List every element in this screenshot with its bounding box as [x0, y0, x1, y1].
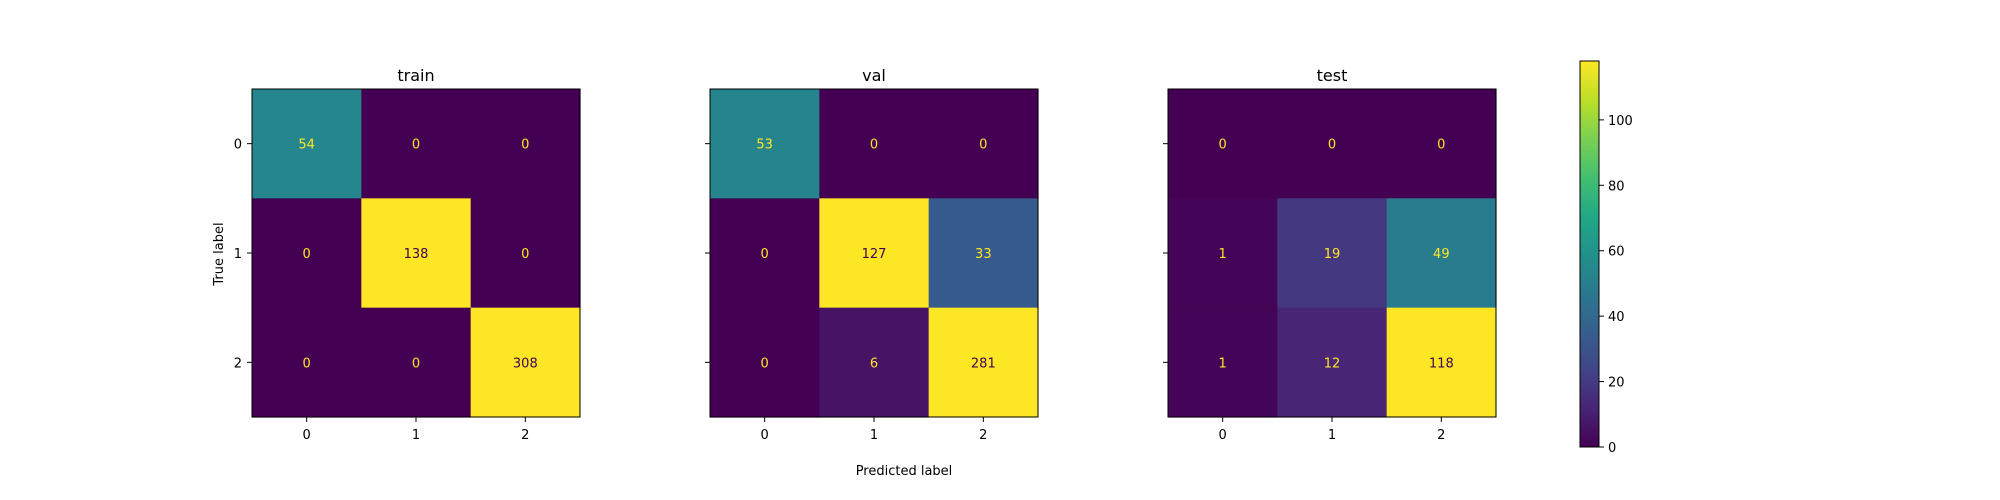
cell-r2-c1: [1277, 307, 1388, 418]
cell-r1-c1: [819, 198, 930, 309]
x-tick-label: 0: [761, 428, 769, 443]
cell-value-r2-c2: 281: [971, 356, 996, 371]
panel-title: train: [397, 66, 434, 85]
cell-value-r2-c0: 0: [761, 356, 769, 371]
cell-value-r0-c1: 0: [870, 138, 878, 153]
colorbar-tick-label: 100: [1608, 114, 1633, 129]
cell-r0-c0: [1168, 89, 1278, 199]
y-tick-label: 1: [234, 247, 242, 262]
cell-value-r2-c0: 0: [303, 356, 311, 371]
cell-value-r0-c0: 54: [298, 138, 315, 153]
cell-value-r2-c1: 0: [412, 356, 420, 371]
cell-value-r1-c0: 1: [1219, 247, 1227, 262]
cell-value-r1-c2: 33: [975, 247, 992, 262]
cell-r1-c2: [470, 198, 581, 309]
cell-r1-c2: [928, 198, 1039, 309]
cell-value-r1-c1: 138: [404, 247, 429, 262]
x-tick-label: 1: [870, 428, 878, 443]
x-axis-label: Predicted label: [856, 464, 953, 479]
colorbar-frame: [1579, 60, 1600, 448]
cell-value-r1-c1: 127: [862, 247, 887, 262]
cell-value-r0-c0: 53: [756, 138, 773, 153]
cell-value-r0-c0: 0: [1219, 138, 1227, 153]
cell-value-r1-c0: 0: [303, 247, 311, 262]
cell-r2-c2: [470, 307, 581, 418]
cell-r2-c0: [1168, 307, 1278, 418]
cell-value-r1-c2: 0: [521, 247, 529, 262]
cell-value-r2-c2: 118: [1429, 356, 1454, 371]
colorbar-tick-label: 40: [1608, 310, 1625, 325]
cell-r2-c0: [252, 307, 362, 418]
cell-r2-c1: [361, 307, 472, 418]
x-tick-label: 0: [1219, 428, 1227, 443]
cell-value-r0-c2: 0: [521, 138, 529, 153]
panel-train: 54 0 0 0 138 0 0 0 308 train 0 1 2 0 1 2: [234, 66, 581, 443]
colorbar-tick-label: 80: [1608, 179, 1625, 194]
cell-value-r1-c2: 49: [1433, 247, 1450, 262]
cell-r1-c0: [252, 198, 362, 309]
colorbar-tick-label: 0: [1608, 441, 1616, 456]
cell-value-r0-c1: 0: [412, 138, 420, 153]
cell-value-r2-c1: 6: [870, 356, 878, 371]
x-tick-label: 1: [1328, 428, 1336, 443]
y-tick-label: 0: [234, 138, 242, 153]
x-tick-label: 0: [303, 428, 311, 443]
cell-value-r2-c1: 12: [1324, 356, 1341, 371]
x-tick-label: 2: [1437, 428, 1445, 443]
cell-r0-c1: [819, 89, 930, 199]
cell-r1-c1: [1277, 198, 1388, 309]
cell-value-r0-c1: 0: [1328, 138, 1336, 153]
cell-r0-c2: [470, 89, 581, 199]
cell-value-r1-c1: 19: [1324, 247, 1341, 262]
cell-value-r0-c2: 0: [1437, 138, 1445, 153]
cell-r0-c0: [252, 89, 362, 199]
cell-r1-c2: [1386, 198, 1497, 309]
cell-r0-c2: [928, 89, 1039, 199]
cell-value-r2-c0: 1: [1219, 356, 1227, 371]
y-tick-label: 2: [234, 356, 242, 371]
cell-r0-c1: [1277, 89, 1388, 199]
cell-r1-c0: [1168, 198, 1278, 309]
x-tick-label: 1: [412, 428, 420, 443]
cell-r1-c1: [361, 198, 472, 309]
colorbar-tick-label: 60: [1608, 245, 1625, 260]
cell-r0-c1: [361, 89, 472, 199]
panel-val: 53 0 0 0 127 33 0 6 281 val 0 1 2: [705, 66, 1039, 443]
colorbar: 0 20 40 60 80 100: [1579, 60, 1633, 456]
colorbar-gradient: [1580, 61, 1599, 447]
cell-r1-c0: [710, 198, 820, 309]
cell-value-r0-c2: 0: [979, 138, 987, 153]
colorbar-tick-label: 20: [1608, 376, 1625, 391]
x-tick-label: 2: [979, 428, 987, 443]
panel-title: test: [1317, 66, 1348, 85]
x-tick-label: 2: [521, 428, 529, 443]
cell-value-r2-c2: 308: [513, 356, 538, 371]
cell-r2-c2: [928, 307, 1039, 418]
panel-title: val: [862, 66, 886, 85]
cell-r0-c2: [1386, 89, 1497, 199]
cell-r2-c2: [1386, 307, 1497, 418]
cell-value-r1-c0: 0: [761, 247, 769, 262]
cell-r2-c1: [819, 307, 930, 418]
y-axis-label: True label: [212, 222, 227, 286]
cell-r0-c0: [710, 89, 820, 199]
cell-r2-c0: [710, 307, 820, 418]
